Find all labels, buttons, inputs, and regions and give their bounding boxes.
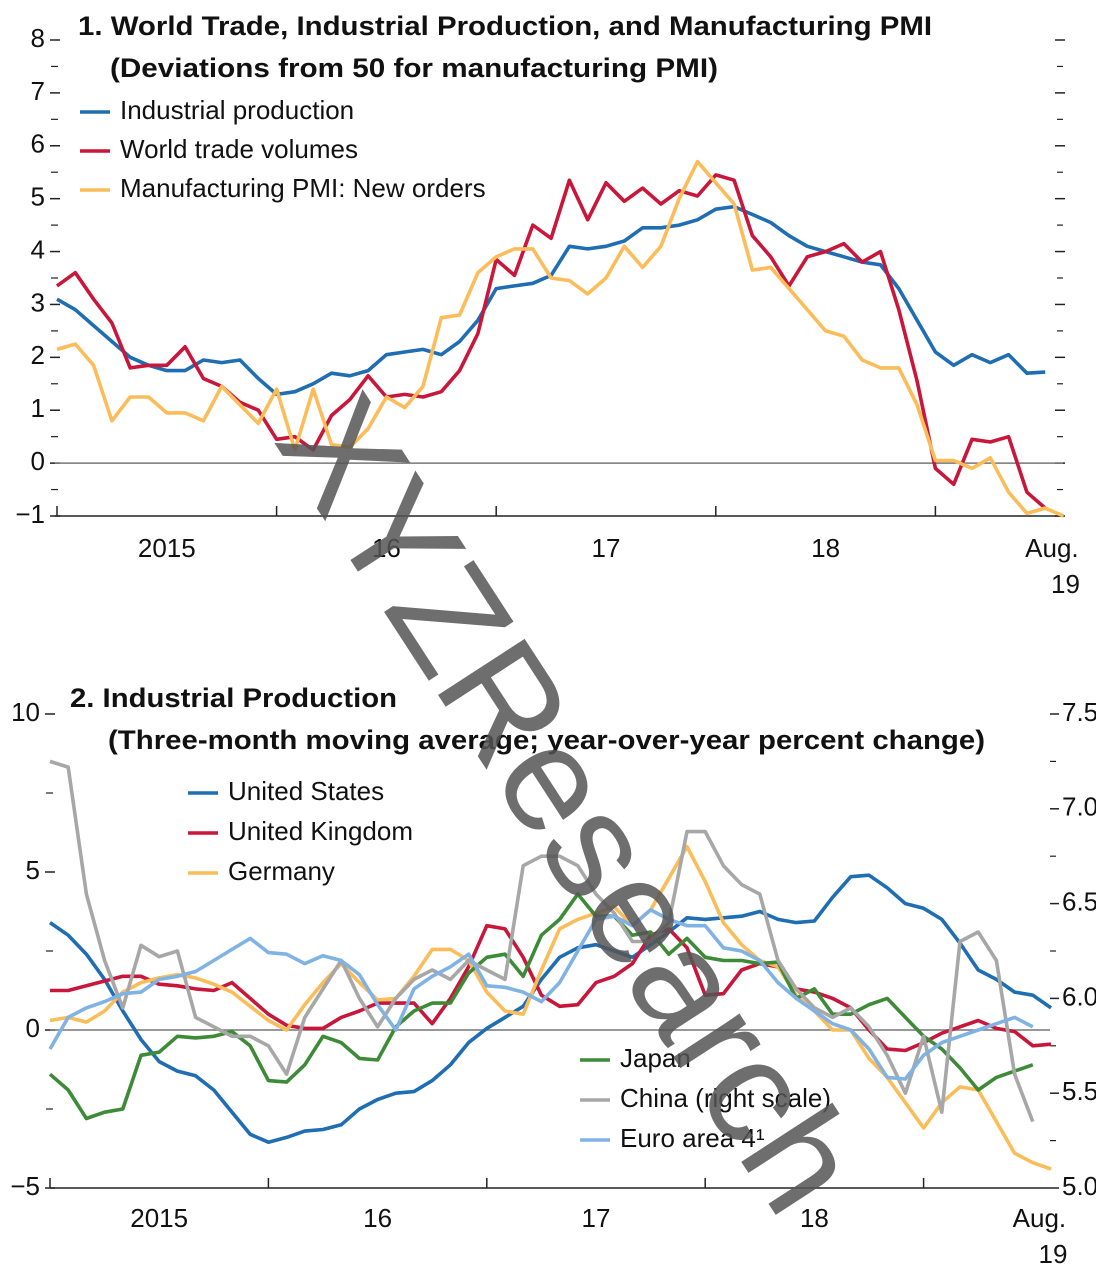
x-tick-label: 16 (363, 1203, 392, 1233)
y-tick-label: 6 (31, 129, 45, 159)
y-tick-label: 0 (26, 1013, 40, 1043)
y-tick-label: 1 (31, 393, 45, 423)
y2-tick-label: 5.0 (1062, 1171, 1096, 1201)
x-tick-label: Aug. 19 (1025, 533, 1086, 599)
x-tick-label: 18 (800, 1203, 829, 1233)
y-tick-label: −1 (15, 499, 45, 529)
x-tick-label: 2015 (138, 533, 196, 563)
series-line (56, 159, 1065, 518)
series-line (55, 173, 1047, 510)
x-tick-label-line: 19 (1051, 569, 1080, 599)
x-tick-label: Aug. 19 (1013, 1203, 1074, 1269)
y-tick-label: 4 (31, 234, 45, 264)
y-tick-label: 2 (31, 340, 45, 370)
y-tick-label: 8 (31, 23, 45, 53)
chart-subtitle: (Three-month moving average; year-over-y… (108, 725, 985, 755)
legend-label: Industrial production (120, 95, 354, 125)
series-line (48, 892, 1034, 1121)
y2-tick-label: 5.5 (1062, 1076, 1096, 1106)
y-tick-label: 5 (31, 182, 45, 212)
series-line (50, 923, 1052, 1053)
series-line (48, 908, 1034, 1081)
x-tick-label: 2015 (130, 1203, 188, 1233)
y2-tick-label: 7.5 (1062, 697, 1096, 727)
chart-title: 2. Industrial Production (70, 683, 397, 713)
x-tick-label-line: Aug. (1025, 533, 1086, 563)
legend-label: China (right scale) (620, 1083, 831, 1113)
y2-tick-label: 6.0 (1062, 981, 1096, 1011)
legend-label: Germany (228, 856, 335, 886)
legend-label: United Kingdom (228, 816, 413, 846)
legend-label: World trade volumes (120, 134, 358, 164)
chart-subtitle: (Deviations from 50 for manufacturing PM… (110, 53, 718, 83)
x-tick-label: 16 (372, 533, 401, 563)
x-tick-label-line: Aug. (1013, 1203, 1074, 1233)
legend-label: Manufacturing PMI: New orders (120, 173, 486, 203)
y-tick-label: 5 (26, 855, 40, 885)
series-line (49, 759, 1035, 1123)
x-tick-label: 17 (582, 1203, 611, 1233)
legend-label: United States (228, 776, 384, 806)
x-tick-label: 18 (811, 533, 840, 563)
y2-tick-label: 7.0 (1062, 792, 1096, 822)
y-tick-label: 7 (31, 76, 45, 106)
chart-title: 1. World Trade, Industrial Production, a… (78, 11, 932, 41)
y2-tick-label: 6.5 (1062, 886, 1096, 916)
y-tick-label: 3 (31, 287, 45, 317)
y-tick-label: 0 (31, 446, 45, 476)
x-tick-label-line: 19 (1039, 1239, 1068, 1269)
y-tick-label: −5 (10, 1171, 40, 1201)
x-tick-label: 17 (592, 533, 621, 563)
y-tick-label: 10 (11, 697, 40, 727)
legend-label: Japan (620, 1043, 691, 1073)
series-line (48, 873, 1053, 1144)
legend-label: Euro area 4¹ (620, 1123, 765, 1153)
